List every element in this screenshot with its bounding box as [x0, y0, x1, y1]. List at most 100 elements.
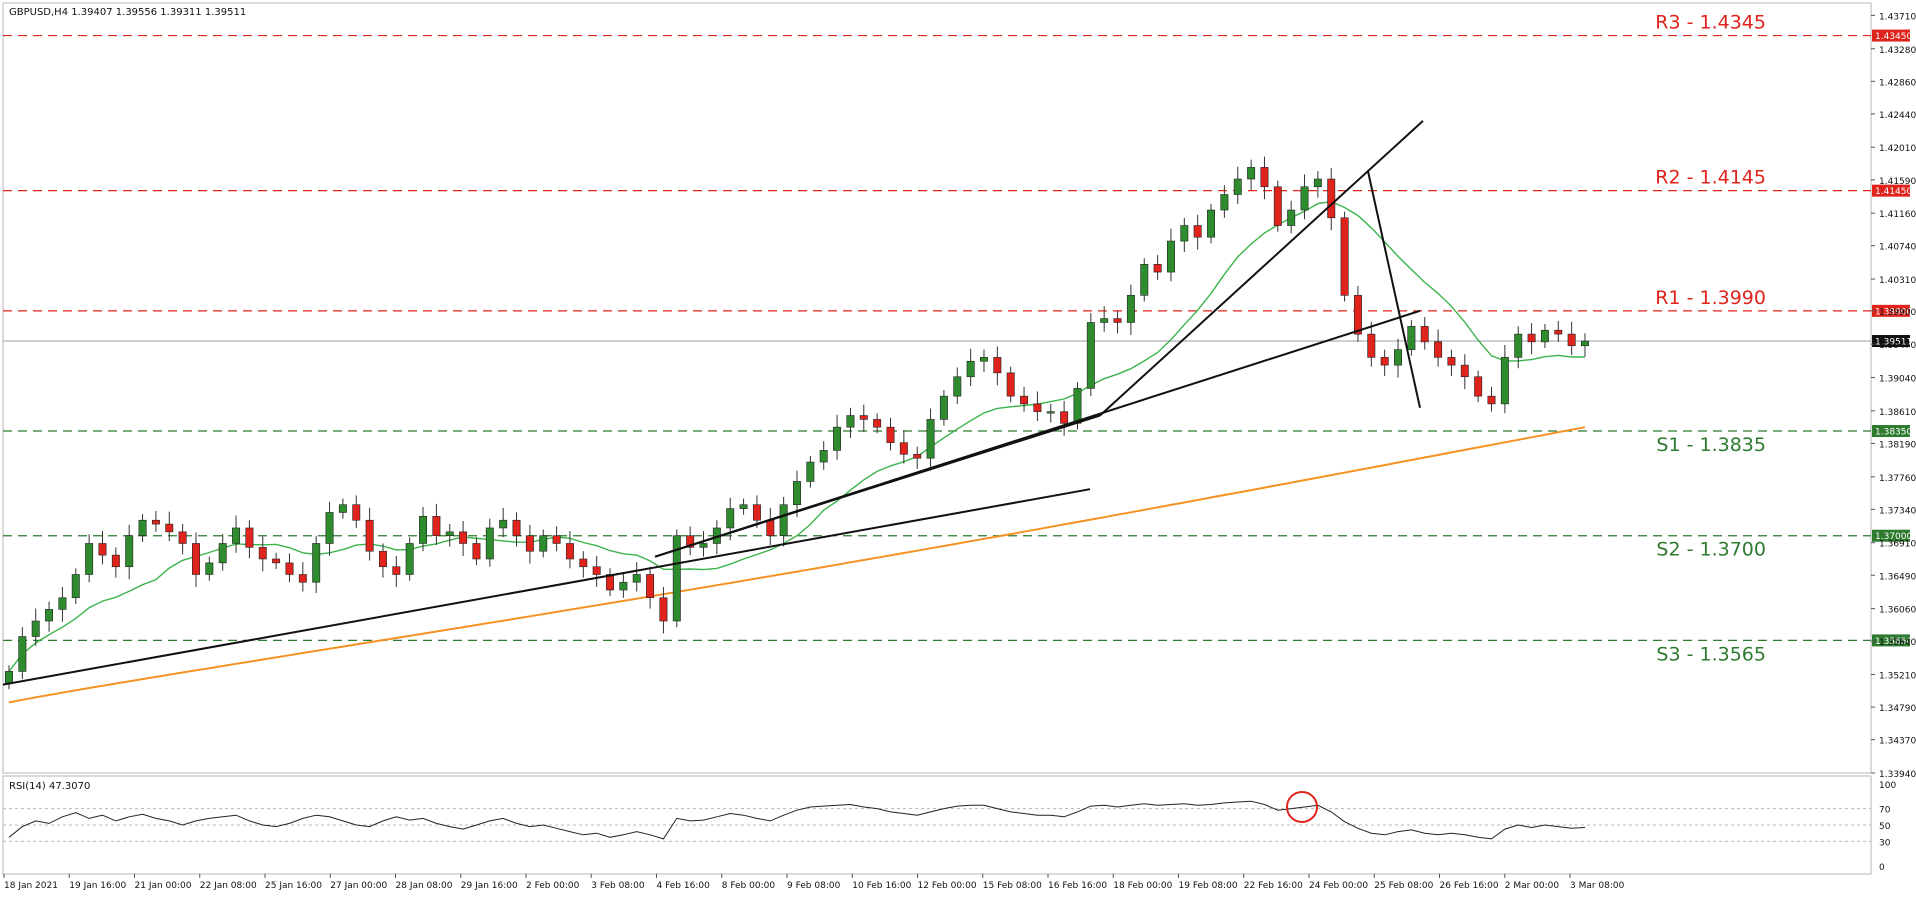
- candle-body: [646, 574, 655, 599]
- candle-body: [1166, 240, 1175, 273]
- candle-body: [1006, 372, 1015, 397]
- candle-body: [686, 535, 695, 548]
- candle-body: [1220, 194, 1229, 211]
- candle-body: [1340, 217, 1349, 296]
- candle-body: [539, 535, 548, 552]
- y-tick-label: 1.34370: [1879, 737, 1916, 747]
- candle-body: [980, 357, 988, 362]
- candle-body: [1180, 225, 1189, 242]
- candle-body: [98, 543, 107, 556]
- x-tick-label: 2 Feb 00:00: [526, 881, 580, 891]
- x-tick-label: 28 Jan 08:00: [396, 881, 453, 891]
- x-tick-label: 25 Feb 08:00: [1374, 881, 1433, 891]
- y-tick-label: 1.35640: [1879, 638, 1916, 648]
- candle-body: [1394, 349, 1402, 366]
- candle-body: [565, 543, 574, 560]
- candle-body: [499, 519, 508, 529]
- level-price-tag: [1872, 304, 1910, 317]
- candle-body: [138, 519, 147, 537]
- candle-body: [993, 357, 1002, 374]
- candle-body: [953, 376, 962, 397]
- y-tick-label: 1.39470: [1879, 341, 1916, 351]
- candle-body: [512, 519, 521, 537]
- candle-body: [1020, 395, 1029, 405]
- candle-body: [1260, 167, 1269, 188]
- candle-body: [338, 504, 347, 513]
- rsi-highlight-circle: [1286, 790, 1318, 823]
- candle-body: [18, 636, 27, 672]
- candle-body: [1527, 333, 1536, 343]
- candle-body: [1447, 357, 1456, 366]
- candle-body: [1567, 333, 1576, 347]
- x-tick-label: 22 Jan 08:00: [200, 881, 257, 891]
- level-price-tag: [1872, 529, 1910, 542]
- trendline: [654, 414, 1101, 558]
- candle-body: [1514, 333, 1523, 358]
- candle-body: [779, 504, 788, 537]
- y-tick-label: 1.38610: [1879, 408, 1916, 418]
- candle-body: [85, 543, 94, 575]
- y-tick-label: 1.42860: [1879, 78, 1916, 88]
- y-tick-label: 1.40310: [1879, 276, 1916, 286]
- y-tick-label: 1.37340: [1879, 506, 1916, 516]
- candle-body: [1474, 376, 1483, 397]
- y-tick-label: 1.39040: [1879, 375, 1916, 385]
- candle-body: [833, 426, 842, 451]
- level-price-tag-text: 1.37000: [1875, 532, 1912, 542]
- level-price-tag-text: 1.39900: [1875, 307, 1912, 317]
- candle-body: [1434, 341, 1443, 358]
- candle-body: [71, 574, 80, 599]
- candle-body: [205, 562, 214, 575]
- candle-body: [192, 543, 200, 575]
- candle-body: [806, 461, 815, 482]
- candle-body: [178, 531, 187, 544]
- candle-body: [726, 508, 735, 529]
- x-tick-label: 3 Mar 08:00: [1570, 881, 1625, 891]
- level-label: S2 - 1.3700: [1656, 539, 1766, 561]
- candle-body: [699, 543, 708, 548]
- candle-body: [1247, 167, 1256, 180]
- trendline: [1099, 120, 1424, 417]
- y-tick-label: 1.35210: [1879, 672, 1916, 682]
- candle-body: [1207, 209, 1216, 238]
- x-tick-label: 15 Feb 08:00: [983, 881, 1042, 891]
- candle-body: [859, 415, 868, 420]
- candle-body: [1367, 333, 1376, 358]
- candle-body: [966, 360, 975, 378]
- candle-body: [1380, 357, 1389, 366]
- candle-body: [459, 531, 468, 544]
- candle-body: [245, 527, 254, 548]
- candle-body: [913, 453, 922, 459]
- level-price-tag-text: 1.35650: [1875, 637, 1912, 647]
- x-tick-label: 2 Mar 00:00: [1505, 881, 1560, 891]
- candle-body: [31, 620, 40, 637]
- candle-body: [58, 597, 67, 610]
- candle-body: [1046, 411, 1055, 414]
- candle-body: [312, 543, 321, 583]
- candle-body: [1100, 318, 1109, 323]
- x-tick-label: 26 Feb 16:00: [1440, 881, 1499, 891]
- candle-body: [939, 395, 948, 420]
- candle-body: [873, 419, 882, 428]
- candle-body: [1540, 329, 1549, 343]
- x-tick-label: 19 Jan 16:00: [69, 881, 126, 891]
- candle-body: [392, 566, 401, 575]
- candle-body: [445, 531, 454, 537]
- current-price-tag: [1872, 335, 1910, 348]
- candle-body: [766, 519, 775, 537]
- candle-body: [552, 535, 561, 544]
- rsi-header: RSI(14) 47.3070: [9, 781, 90, 792]
- candle-body: [125, 535, 134, 568]
- candle-body: [886, 426, 895, 443]
- y-tick-label: 1.38190: [1879, 440, 1916, 450]
- x-tick-label: 27 Jan 00:00: [330, 881, 387, 891]
- rsi-tick-label: 50: [1879, 822, 1891, 832]
- x-tick-label: 3 Feb 08:00: [591, 881, 645, 891]
- main-panel: [2, 2, 1872, 774]
- level-price-tag: [1872, 425, 1910, 438]
- candle-body: [659, 597, 668, 622]
- level-price-tag: [1872, 29, 1910, 42]
- candle-body: [258, 547, 267, 560]
- candle-body: [1233, 178, 1242, 195]
